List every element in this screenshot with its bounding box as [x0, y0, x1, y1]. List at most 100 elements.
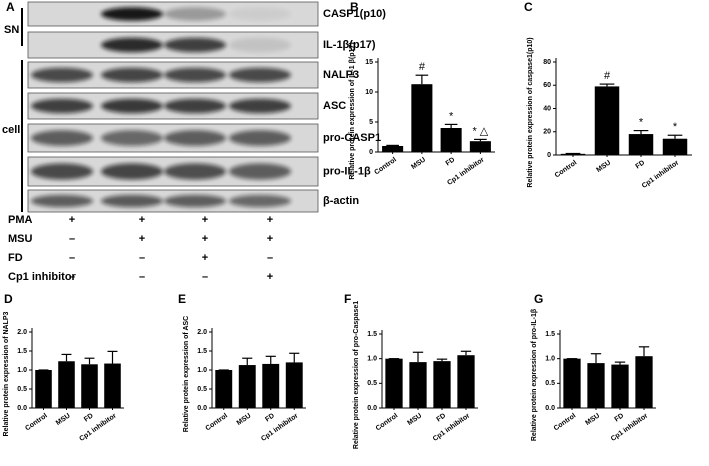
condition-sign: – — [267, 252, 273, 264]
x-tick-label: FD — [436, 412, 448, 423]
blot-band — [101, 130, 163, 146]
blot-band — [31, 163, 93, 180]
bar — [385, 358, 403, 408]
condition-sign: – — [69, 233, 75, 245]
y-tick-label: 0.0 — [17, 405, 27, 412]
y-tick-label: 10 — [365, 89, 373, 96]
y-axis-label: Relative protein expression of NALP3 — [3, 311, 10, 436]
condition-sign: + — [202, 233, 208, 245]
row-label: β-actin — [323, 195, 359, 207]
bar — [662, 138, 688, 155]
blot-band — [229, 98, 291, 114]
blot-band — [164, 67, 226, 83]
x-tick-label: FD — [635, 159, 647, 170]
bar — [215, 370, 233, 408]
bar — [58, 361, 75, 408]
bar — [35, 370, 52, 408]
y-tick-label: 0.0 — [545, 405, 555, 412]
row-label: CASP1(p10) — [323, 8, 386, 20]
row-label: IL-1β(p17) — [323, 39, 376, 51]
significance-mark: * — [639, 116, 644, 128]
bar — [594, 86, 620, 155]
blot-band — [101, 194, 163, 208]
bar — [81, 364, 98, 408]
y-tick-label: 1.0 — [545, 356, 555, 363]
bar — [411, 84, 433, 152]
y-tick-label: 0.5 — [17, 386, 27, 393]
blot-band — [229, 130, 291, 146]
x-tick-label: Control — [553, 412, 577, 432]
significance-mark: # — [419, 61, 426, 73]
x-tick-label: MSU — [410, 156, 427, 171]
condition-sign: – — [202, 271, 208, 283]
y-tick-label: 0.5 — [545, 380, 555, 387]
panel-letter: G — [534, 292, 543, 306]
y-tick-label: 15 — [365, 59, 373, 66]
group-label: cell — [2, 124, 20, 136]
y-tick-label: 5 — [369, 119, 373, 126]
blot-band — [164, 37, 226, 53]
blot-band — [164, 7, 226, 21]
condition-sign: + — [69, 214, 75, 226]
y-tick-label: 0.5 — [197, 386, 207, 393]
condition-sign: – — [139, 271, 145, 283]
condition-sign: – — [69, 271, 75, 283]
x-tick-label: FD — [83, 412, 95, 423]
y-tick-label: 40 — [543, 105, 551, 112]
group-label: SN — [4, 24, 19, 36]
x-tick-label: Control — [24, 412, 48, 432]
blot-band — [31, 98, 93, 114]
condition-sign: + — [202, 252, 208, 264]
blot-band — [229, 7, 291, 21]
bar — [469, 141, 491, 152]
x-tick-label: MSU — [236, 412, 253, 427]
condition-sign: + — [267, 271, 273, 283]
y-tick-label: 2.0 — [197, 329, 207, 336]
x-tick-label: Cp1 inhibitor — [641, 159, 681, 190]
blot-band — [164, 98, 226, 114]
y-tick-label: 1.0 — [367, 356, 377, 363]
y-tick-label: 80 — [543, 59, 551, 66]
condition-sign: + — [267, 214, 273, 226]
bar — [238, 365, 256, 408]
x-tick-label: FD — [445, 156, 457, 167]
blot-band — [101, 163, 163, 180]
bar — [433, 361, 451, 408]
condition-sign: + — [202, 214, 208, 226]
significance-mark: * — [673, 121, 678, 133]
panel-letter: D — [4, 292, 13, 306]
y-tick-label: 60 — [543, 82, 551, 89]
x-tick-label: MSU — [55, 412, 72, 427]
y-tick-label: 1.0 — [17, 367, 27, 374]
y-tick-label: 1.5 — [197, 348, 207, 355]
panel-letter: E — [178, 292, 186, 306]
y-axis-label: Relative protein expression of ASC — [183, 316, 190, 432]
blot-band — [229, 37, 291, 53]
y-tick-label: 0.0 — [197, 405, 207, 412]
blot-band — [229, 194, 291, 208]
condition-sign: – — [139, 252, 145, 264]
x-tick-label: FD — [614, 412, 626, 423]
bar — [285, 362, 303, 408]
blot-band — [31, 130, 93, 146]
row-label: pro-CASP1 — [323, 132, 381, 144]
bar — [104, 363, 121, 408]
x-tick-label: Control — [373, 156, 397, 176]
panel-letter: B — [350, 0, 359, 14]
row-label: ASC — [323, 100, 346, 112]
bar — [587, 363, 605, 408]
y-tick-label: 0.0 — [367, 405, 377, 412]
panel-letter: A — [6, 0, 15, 14]
blot-band — [31, 67, 93, 83]
blot-band — [229, 67, 291, 83]
y-axis-label: Relative protein expression of pro-IL-1β — [531, 308, 538, 441]
row-label: NALP3 — [323, 69, 359, 81]
x-tick-label: MSU — [584, 412, 601, 427]
blot-band — [164, 163, 226, 180]
bar — [635, 356, 653, 408]
condition-sign: + — [139, 233, 145, 245]
y-tick-label: 0.5 — [367, 380, 377, 387]
condition-label: MSU — [8, 233, 33, 245]
y-axis-label: Relative protein expression of pro-Caspa… — [353, 301, 360, 449]
blot-band — [164, 194, 226, 208]
